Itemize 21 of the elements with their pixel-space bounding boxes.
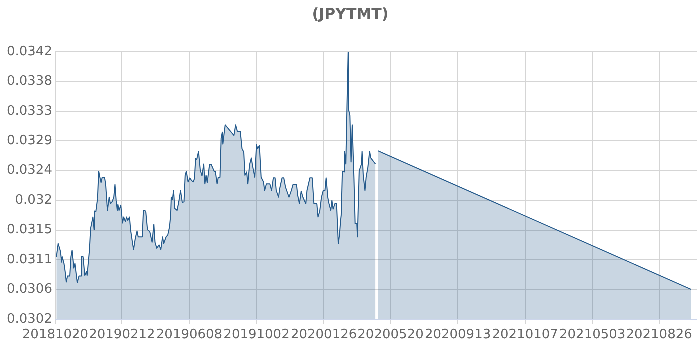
x-tick-label: 20200126 [290,328,358,343]
y-tick-label: 0.032 [15,192,52,208]
x-tick-label: 20190608 [156,328,223,343]
x-tick-label: 20200520 [358,328,424,343]
y-tick-label: 0.0302 [6,312,52,327]
chart-title: (JPYTMT) [312,4,389,23]
x-tick-label: 20200913 [424,328,492,343]
x-tick-label: 20191002 [224,328,290,343]
x-tick-label: 20210503 [560,328,626,343]
x-tick-label: 20210107 [492,328,558,343]
x-tick-label: 20210826 [626,328,692,343]
y-tick-label: 0.0311 [6,252,52,268]
y-tick-label: 0.0315 [6,222,52,238]
y-tick-label: 0.0338 [6,74,52,90]
y-tick-label: 0.0324 [6,163,52,178]
x-tick-label: 20181020 [22,328,89,343]
x-tick-label: 20190212 [89,328,156,343]
y-tick-label: 0.0333 [6,104,52,119]
y-tick-label: 0.0306 [6,282,52,298]
y-tick-label: 0.0329 [6,134,52,149]
y-tick-label: 0.0342 [6,44,52,60]
